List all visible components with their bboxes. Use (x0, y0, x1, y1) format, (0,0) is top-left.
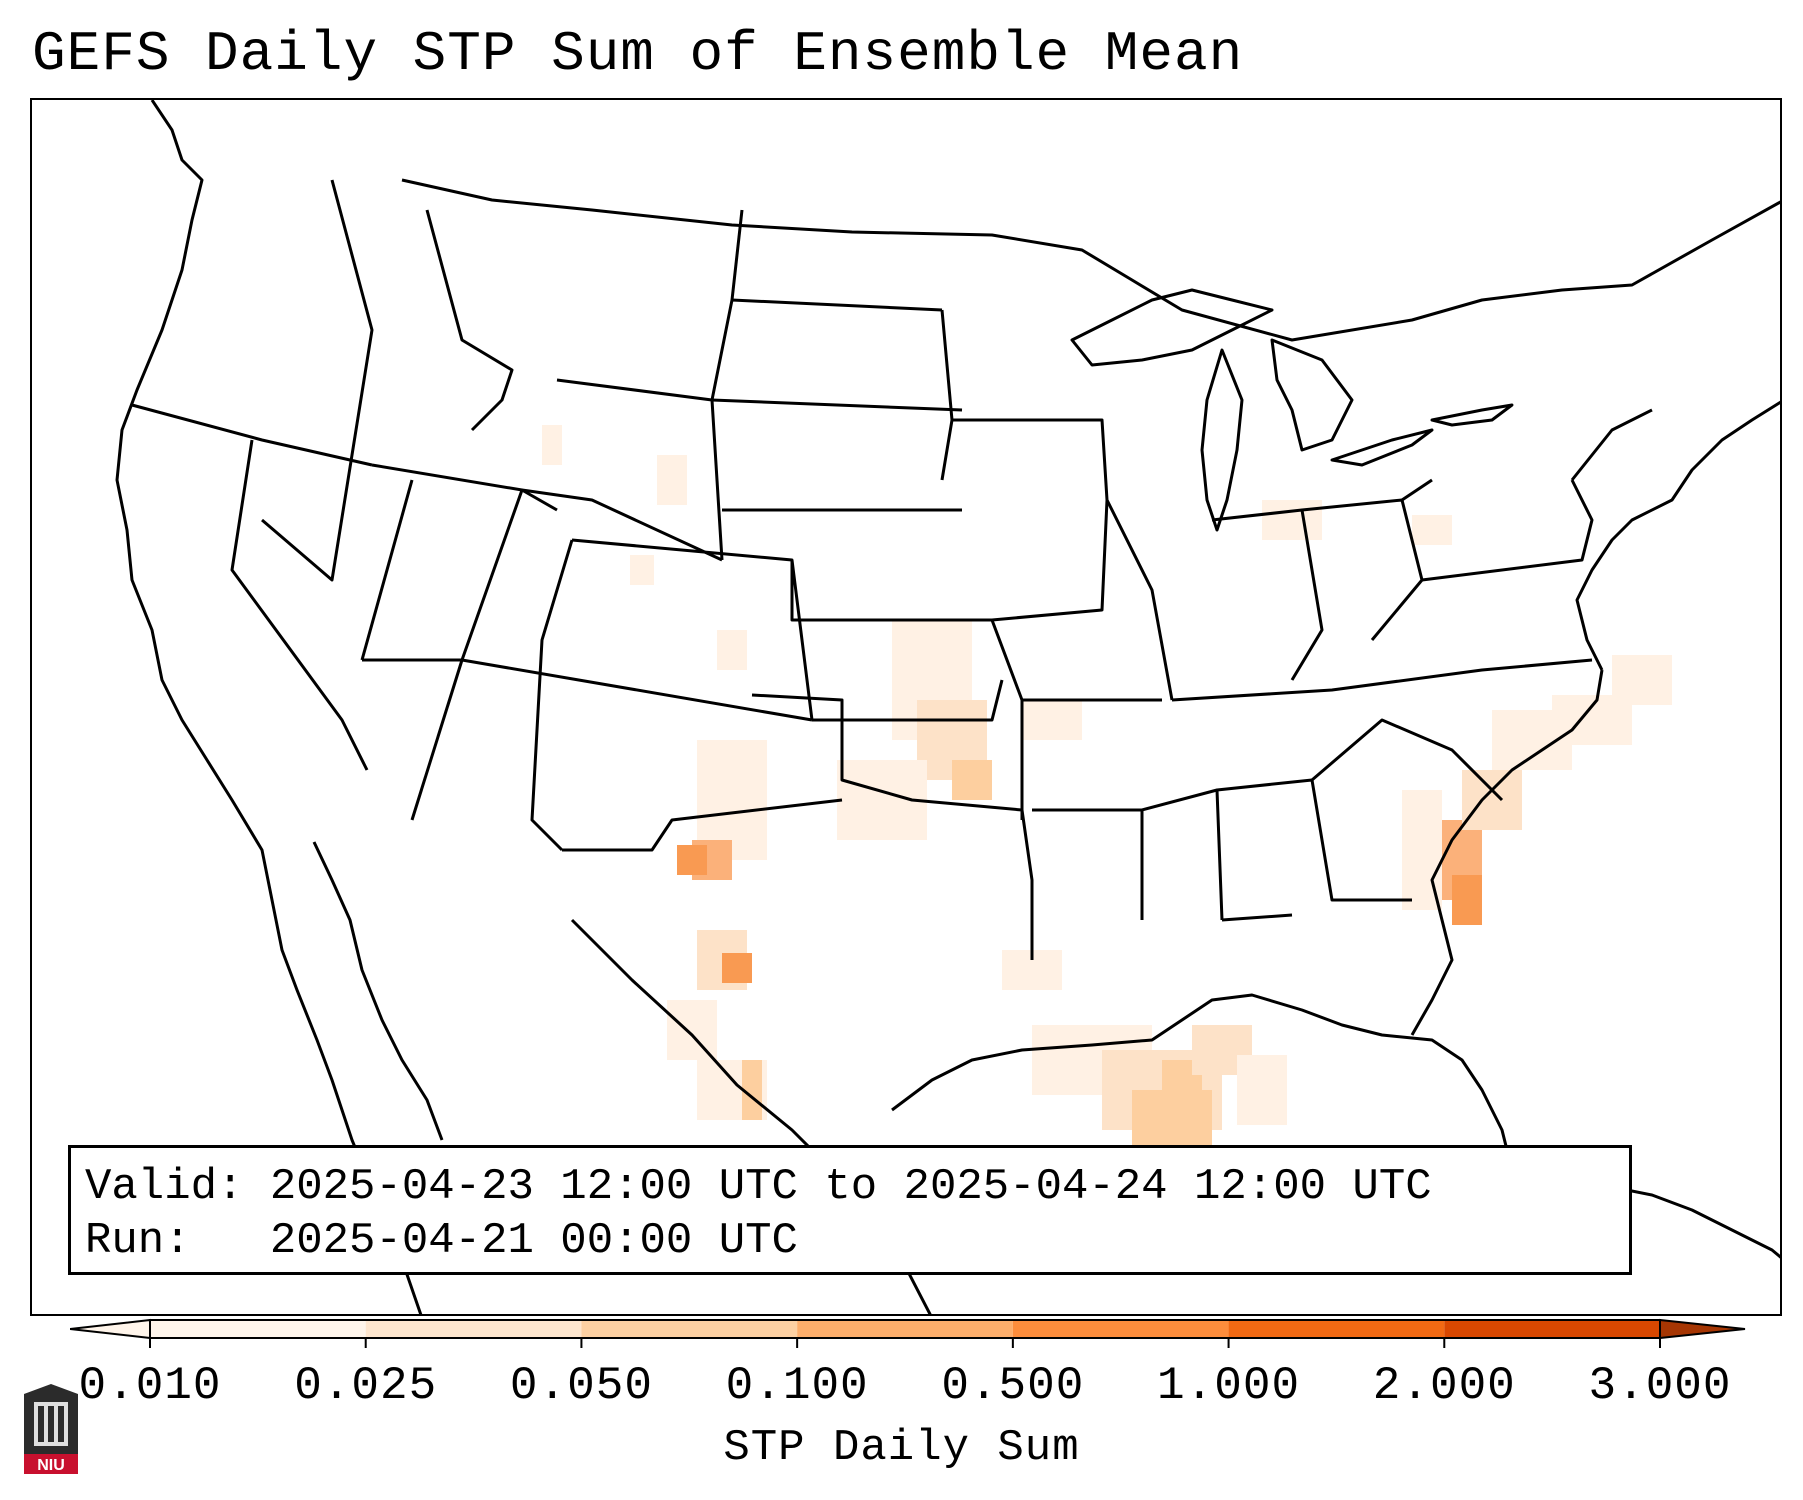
stp-shading-cell (1237, 1055, 1287, 1125)
colorbar-extend-min (70, 1318, 151, 1340)
valid-time-row: Valid: 2025-04-23 12:00 UTC to 2025-04-2… (85, 1160, 1615, 1214)
map-panel: Valid: 2025-04-23 12:00 UTC to 2025-04-2… (30, 98, 1782, 1316)
run-label: Run: (85, 1216, 191, 1266)
stp-shading-cell (542, 425, 562, 465)
valid-value: 2025-04-23 12:00 UTC to 2025-04-24 12:00… (269, 1162, 1432, 1212)
colorbar-segment (1012, 1320, 1229, 1338)
map-canvas (115, 100, 1780, 1314)
colorbar-outline (149, 1319, 1661, 1339)
stp-shading-cell (1412, 515, 1452, 545)
baja-coastline (312, 841, 444, 1141)
colorbar-segment (1444, 1320, 1660, 1338)
colorbar-segment (150, 1320, 366, 1338)
colorbar-extend-max (1659, 1318, 1746, 1340)
texas-gulf-coast (891, 993, 1514, 1201)
colorbar-tick-label: 0.050 (509, 1360, 653, 1412)
stp-shading-cell (657, 455, 687, 505)
stp-shading-cell (722, 953, 752, 983)
stp-shading-cell (952, 760, 992, 800)
stp-shading-cell (630, 555, 654, 585)
lake-superior (1070, 288, 1274, 367)
stp-shading-layer (542, 425, 1672, 1150)
florida-coast (1410, 669, 1604, 1036)
pacific-coastline (115, 100, 423, 1314)
colorbar-segment (797, 1320, 1013, 1338)
colorbar (70, 1318, 1746, 1348)
colorbar-segments (70, 1318, 1746, 1340)
colorbar-tick-label: 0.010 (78, 1360, 222, 1412)
lake-ontario (1430, 403, 1514, 427)
state-borders-layer (131, 178, 1780, 960)
colorbar-tick-label: 2.000 (1372, 1360, 1516, 1412)
niu-logo: NIU (24, 1384, 78, 1474)
colorbar-tick-label: 0.025 (294, 1360, 438, 1412)
stp-shading-cell (677, 845, 707, 875)
stp-shading-cell (717, 630, 747, 670)
stp-shading-cell (667, 1000, 717, 1060)
run-value: 2025-04-21 00:00 UTC (269, 1216, 798, 1266)
colorbar-tick-label: 0.500 (941, 1360, 1085, 1412)
lake-huron (1270, 338, 1354, 452)
stp-shading-cell (1452, 875, 1482, 925)
stp-shading-cell (1262, 500, 1322, 540)
valid-run-info-box: Valid: 2025-04-23 12:00 UTC to 2025-04-2… (68, 1145, 1632, 1275)
colorbar-tick-label: 0.100 (725, 1360, 869, 1412)
stp-shading-cell (1462, 770, 1522, 830)
colorbar-segment (1228, 1320, 1445, 1338)
colorbar-segment (365, 1320, 582, 1338)
colorbar-tick-label: 1.000 (1157, 1360, 1301, 1412)
colorbar-title: STP Daily Sum (723, 1423, 1080, 1473)
stp-shading-cell (742, 1060, 762, 1120)
chart-title: GEFS Daily STP Sum of Ensemble Mean (32, 22, 1244, 86)
stp-shading-cell (1022, 700, 1082, 740)
stp-shading-cell (1612, 655, 1672, 705)
colorbar-ticks (149, 1338, 1661, 1348)
niu-logo-text: NIU (37, 1457, 65, 1474)
colorbar-tick-label: 3.000 (1588, 1360, 1732, 1412)
lake-erie (1330, 428, 1434, 467)
colorbar-segment (581, 1320, 798, 1338)
valid-label: Valid: (85, 1162, 244, 1212)
lake-michigan (1200, 348, 1244, 532)
run-time-row: Run: 2025-04-21 00:00 UTC (85, 1214, 1615, 1268)
atlantic-coastline (1575, 400, 1780, 671)
canada-border (401, 178, 1780, 342)
